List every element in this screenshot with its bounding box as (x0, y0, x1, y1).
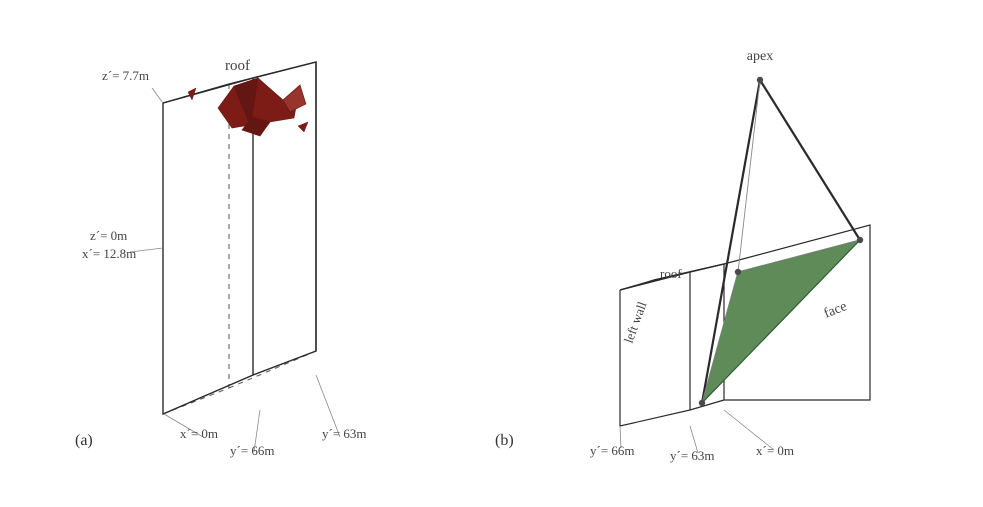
figure-canvas: { "dimensions": { "width": 983, "height"… (0, 0, 983, 507)
svg-text:x´= 12.8m: x´= 12.8m (82, 246, 136, 261)
svg-text:z´= 7.7m: z´= 7.7m (102, 68, 149, 83)
svg-text:x´= 0m: x´= 0m (756, 443, 794, 458)
svg-text:left wall: left wall (621, 299, 650, 345)
svg-text:y´= 66m: y´= 66m (590, 443, 635, 458)
panel-b-tag: (b) (495, 432, 514, 450)
svg-text:face: face (822, 299, 849, 322)
svg-text:y´= 66m: y´= 66m (230, 443, 275, 458)
svg-text:y´= 63m: y´= 63m (322, 426, 367, 441)
svg-text:y´= 63m: y´= 63m (670, 448, 715, 463)
svg-text:roof: roof (660, 266, 682, 281)
svg-text:z´= 0m: z´= 0m (90, 228, 127, 243)
svg-text:apex: apex (747, 49, 773, 64)
svg-text:x´= 0m: x´= 0m (180, 426, 218, 441)
svg-layer: roof z´= 7.7m z´= 0m x´= 12.8m x´= 0m y´= 66m… (0, 0, 983, 507)
svg-text:roof: roof (225, 58, 250, 74)
panel-a-tag: (a) (75, 432, 93, 450)
